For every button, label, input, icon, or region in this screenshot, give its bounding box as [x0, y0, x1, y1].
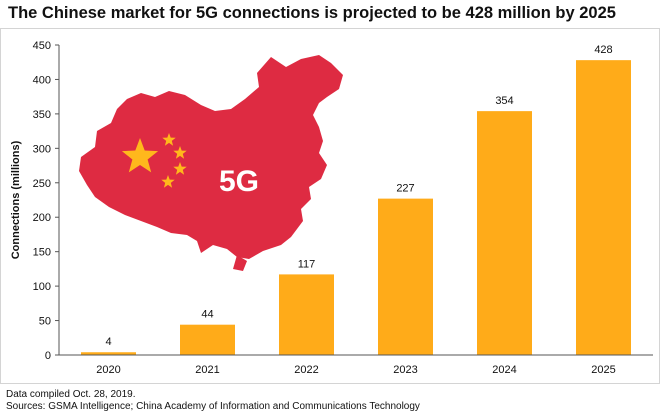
- x-tick-label: 2021: [195, 364, 219, 376]
- x-tick-label: 2023: [393, 364, 417, 376]
- y-tick-label: 150: [33, 247, 51, 259]
- bar-value-label: 44: [201, 309, 213, 321]
- bar-chart: 5G 0 50 100 150 200 250 300 350 400 450 Connection…: [10, 40, 653, 376]
- star-icon: [162, 133, 176, 146]
- x-axis: 2020 2021 2022 2023 2024 2025: [59, 354, 653, 376]
- sources-note: Sources: GSMA Intelligence; China Academ…: [6, 401, 420, 412]
- x-tick-label: 2025: [591, 364, 615, 376]
- star-icon: [161, 175, 175, 188]
- y-tick-label: 200: [33, 212, 51, 224]
- y-axis-label: Connections (millions): [10, 140, 22, 259]
- y-tick-label: 350: [33, 109, 51, 121]
- bar-value-label: 117: [298, 258, 316, 270]
- bar: [279, 274, 334, 355]
- y-tick-label: 400: [33, 74, 51, 86]
- bar: [180, 324, 235, 355]
- y-tick-label: 100: [33, 281, 51, 293]
- y-tick-label: 250: [33, 178, 51, 190]
- star-icon: [173, 146, 187, 159]
- chart-frame: 5G 0 50 100 150 200 250 300 350 400 450 Connection…: [0, 28, 660, 384]
- y-tick-label: 300: [33, 143, 51, 155]
- china-map-icon: [79, 55, 343, 271]
- bar: [81, 352, 136, 355]
- star-icon: [173, 162, 187, 175]
- x-tick-label: 2020: [96, 364, 120, 376]
- map-5g-label: 5G: [219, 165, 259, 198]
- chart-title: The Chinese market for 5G connections is…: [8, 4, 616, 22]
- flag-stars-icon: [121, 133, 187, 188]
- bar: [477, 111, 532, 355]
- y-tick-label: 0: [45, 350, 51, 362]
- y-tick-label: 450: [33, 40, 51, 52]
- bar: [378, 198, 433, 355]
- data-compiled-note: Data compiled Oct. 28, 2019.: [6, 389, 136, 400]
- y-tick-label: 50: [39, 316, 51, 328]
- bar-value-label: 354: [495, 95, 513, 107]
- bar-value-label: 428: [594, 44, 612, 56]
- x-tick-label: 2024: [492, 364, 516, 376]
- bar-value-label: 227: [396, 183, 414, 195]
- x-tick-label: 2022: [294, 364, 318, 376]
- footer: Data compiled Oct. 28, 2019. Sources: GS…: [6, 389, 420, 413]
- bar-value-label: 4: [105, 336, 111, 348]
- star-icon: [121, 138, 159, 173]
- y-axis: 0 50 100 150 200 250 300 350 400 450 Connections (…: [10, 40, 60, 362]
- bar: [576, 60, 631, 356]
